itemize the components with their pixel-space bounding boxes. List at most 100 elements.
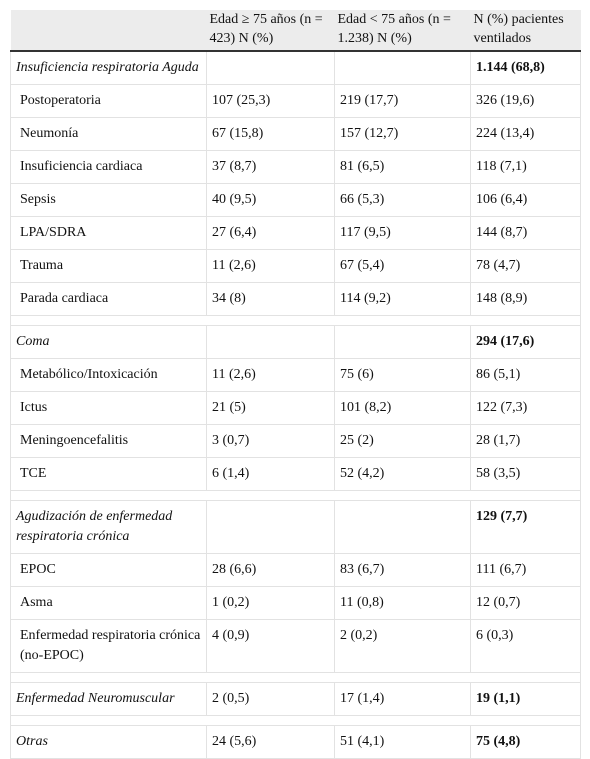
- item-label: EPOC: [10, 553, 207, 587]
- cell: 75 (6): [334, 358, 471, 392]
- cell: 117 (9,5): [334, 216, 471, 250]
- cell: 27 (6,4): [206, 216, 335, 250]
- cell: [334, 50, 471, 85]
- cell: 107 (25,3): [206, 84, 335, 118]
- cell: 224 (13,4): [470, 117, 581, 151]
- cell: 4 (0,9): [206, 619, 335, 673]
- cell: 106 (6,4): [470, 183, 581, 217]
- cell: [334, 500, 471, 554]
- cell: 1 (0,2): [206, 586, 335, 620]
- group-label: Insuficiencia respiratoria Aguda: [10, 50, 207, 85]
- spacer-cell: [10, 315, 581, 326]
- header-cell: [10, 10, 207, 52]
- item-row: Enfermedad respiratoria crónica (no-EPOC…: [10, 619, 581, 673]
- cell: 11 (2,6): [206, 249, 335, 283]
- cell: 86 (5,1): [470, 358, 581, 392]
- cell: 17 (1,4): [334, 682, 471, 716]
- cell: [206, 50, 335, 85]
- cell: [334, 325, 471, 359]
- item-label: Asma: [10, 586, 207, 620]
- item-row: Metabólico/Intoxicación 11 (2,6) 75 (6) 86 …: [10, 358, 581, 392]
- item-label: Postoperatoria: [10, 84, 207, 118]
- group-total: 75 (4,8): [470, 725, 581, 759]
- cell: [206, 500, 335, 554]
- cell: 37 (8,7): [206, 150, 335, 184]
- cell: 326 (19,6): [470, 84, 581, 118]
- item-row: Insuficiencia cardiaca 37 (8,7) 81 (6,5) 11…: [10, 150, 581, 184]
- cell: 2 (0,2): [334, 619, 471, 673]
- group-label: Agudización de enfermedad respiratoria c…: [10, 500, 207, 554]
- group-row: Coma 294 (17,6): [10, 325, 581, 359]
- spacer-row: [10, 672, 581, 683]
- cell: 101 (8,2): [334, 391, 471, 425]
- item-label: Ictus: [10, 391, 207, 425]
- item-row: Neumonía 67 (15,8) 157 (12,7) 224 (13,4): [10, 117, 581, 151]
- group-total: 19 (1,1): [470, 682, 581, 716]
- group-total: 1.144 (68,8): [470, 50, 581, 85]
- cell: 12 (0,7): [470, 586, 581, 620]
- cell: 40 (9,5): [206, 183, 335, 217]
- cell: 66 (5,3): [334, 183, 471, 217]
- spacer-cell: [10, 715, 581, 726]
- cell: 3 (0,7): [206, 424, 335, 458]
- cell: 78 (4,7): [470, 249, 581, 283]
- cell: 2 (0,5): [206, 682, 335, 716]
- page: Edad ≥ 75 años (n = 423) N (%) Edad < 75…: [10, 10, 581, 759]
- cell: 6 (1,4): [206, 457, 335, 491]
- cell: 21 (5): [206, 391, 335, 425]
- cell: 6 (0,3): [470, 619, 581, 673]
- item-label: TCE: [10, 457, 207, 491]
- group-total: 129 (7,7): [470, 500, 581, 554]
- item-row: Trauma 11 (2,6) 67 (5,4) 78 (4,7): [10, 249, 581, 283]
- item-label: Sepsis: [10, 183, 207, 217]
- cell: 34 (8): [206, 282, 335, 316]
- item-label: Parada cardiaca: [10, 282, 207, 316]
- group-total: 294 (17,6): [470, 325, 581, 359]
- group-label: Otras: [10, 725, 207, 759]
- group-row: Agudización de enfermedad respiratoria c…: [10, 500, 581, 554]
- item-row: Asma 1 (0,2) 11 (0,8) 12 (0,7): [10, 586, 581, 620]
- group-row: Enfermedad Neuromuscular 2 (0,5) 17 (1,4) 1…: [10, 682, 581, 716]
- header-cell: Edad ≥ 75 años (n = 423) N (%): [206, 10, 335, 52]
- cell: [206, 325, 335, 359]
- item-row: Postoperatoria 107 (25,3) 219 (17,7) 326 (1…: [10, 84, 581, 118]
- cell: 67 (15,8): [206, 117, 335, 151]
- cell: 24 (5,6): [206, 725, 335, 759]
- header-cell: Edad < 75 años (n = 1.238) N (%): [334, 10, 471, 52]
- spacer-row: [10, 490, 581, 501]
- item-label: Metabólico/Intoxicación: [10, 358, 207, 392]
- item-row: Meningoencefalitis 3 (0,7) 25 (2) 28 (1,7): [10, 424, 581, 458]
- group-row: Otras 24 (5,6) 51 (4,1) 75 (4,8): [10, 725, 581, 759]
- item-label: Trauma: [10, 249, 207, 283]
- item-row: TCE 6 (1,4) 52 (4,2) 58 (3,5): [10, 457, 581, 491]
- item-row: Parada cardiaca 34 (8) 114 (9,2) 148 (8,9): [10, 282, 581, 316]
- spacer-cell: [10, 490, 581, 501]
- group-row: Insuficiencia respiratoria Aguda 1.144 (6…: [10, 50, 581, 85]
- cell: 67 (5,4): [334, 249, 471, 283]
- cell: 114 (9,2): [334, 282, 471, 316]
- item-label: Neumonía: [10, 117, 207, 151]
- item-label: LPA/SDRA: [10, 216, 207, 250]
- group-label: Enfermedad Neuromuscular: [10, 682, 207, 716]
- cell: 148 (8,9): [470, 282, 581, 316]
- cell: 144 (8,7): [470, 216, 581, 250]
- item-row: Ictus 21 (5) 101 (8,2) 122 (7,3): [10, 391, 581, 425]
- header-cell: N (%) pacientes ventilados: [470, 10, 581, 52]
- group-label: Coma: [10, 325, 207, 359]
- cell: 122 (7,3): [470, 391, 581, 425]
- cell: 111 (6,7): [470, 553, 581, 587]
- cell: 58 (3,5): [470, 457, 581, 491]
- cell: 28 (6,6): [206, 553, 335, 587]
- cell: 83 (6,7): [334, 553, 471, 587]
- cell: 157 (12,7): [334, 117, 471, 151]
- cell: 219 (17,7): [334, 84, 471, 118]
- item-row: EPOC 28 (6,6) 83 (6,7) 111 (6,7): [10, 553, 581, 587]
- item-label: Enfermedad respiratoria crónica (no-EPOC…: [10, 619, 207, 673]
- item-row: LPA/SDRA 27 (6,4) 117 (9,5) 144 (8,7): [10, 216, 581, 250]
- cell: 51 (4,1): [334, 725, 471, 759]
- cell: 118 (7,1): [470, 150, 581, 184]
- item-label: Insuficiencia cardiaca: [10, 150, 207, 184]
- cell: 28 (1,7): [470, 424, 581, 458]
- spacer-row: [10, 315, 581, 326]
- item-row: Sepsis 40 (9,5) 66 (5,3) 106 (6,4): [10, 183, 581, 217]
